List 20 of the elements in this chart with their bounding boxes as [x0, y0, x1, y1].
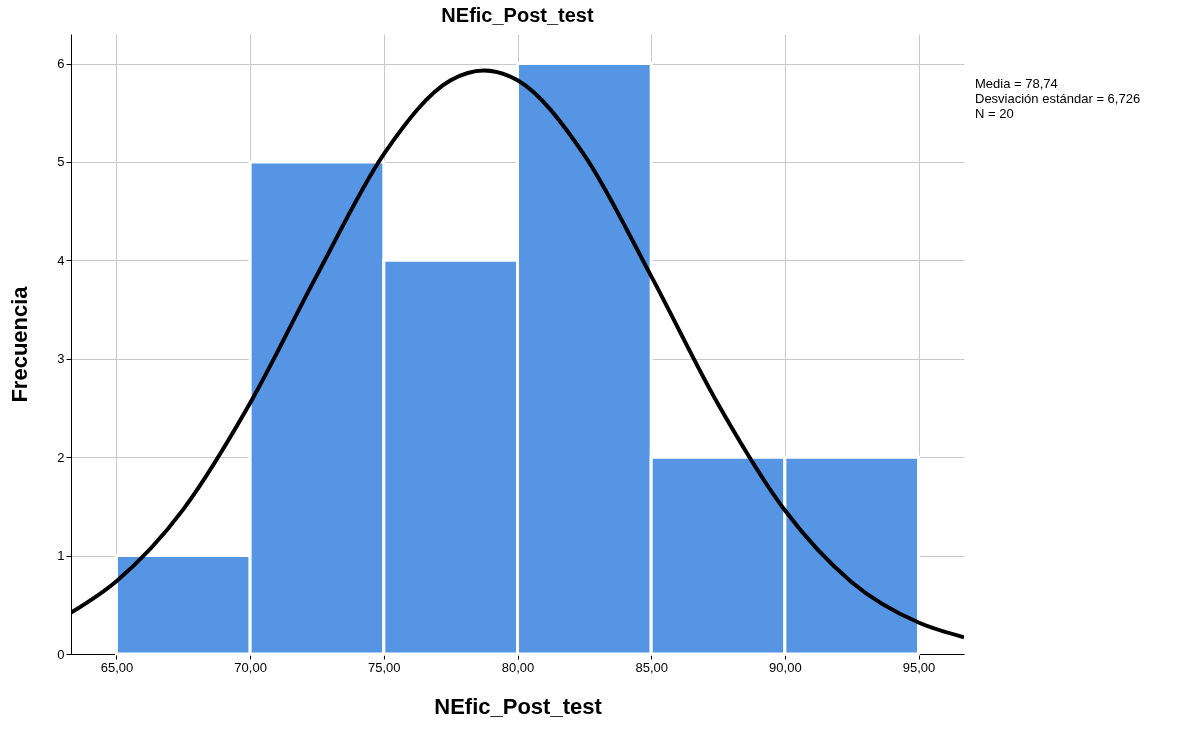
x-tick-label: 70,00 [234, 659, 267, 675]
x-tick-label: 75,00 [368, 659, 401, 675]
x-tick-label: 80,00 [501, 659, 535, 675]
y-tick-label: 5 [57, 154, 65, 170]
y-tick-label: 3 [57, 351, 65, 367]
x-tick-label: 90,00 [769, 659, 802, 675]
y-tick-label: 0 [57, 646, 65, 662]
text: N = 20 [975, 106, 1015, 121]
text: Desviación estándar = 6,726 [975, 91, 1141, 106]
x-tick-label: 85,00 [635, 659, 668, 675]
text: Media = 78,74 [975, 76, 1059, 91]
x-tick-label: 95,00 [902, 659, 936, 675]
chart-title: NEfic_Post_test [441, 4, 594, 26]
y-tick-label: 6 [57, 56, 65, 72]
y-axis-title: Frecuencia [7, 285, 33, 403]
y-tick-label: 4 [57, 252, 65, 268]
y-tick-label: 2 [57, 449, 65, 465]
x-tick-label: 65,00 [100, 659, 134, 675]
x-axis-title: NEfic_Post_test [434, 693, 603, 719]
y-tick-label: 1 [57, 548, 65, 564]
